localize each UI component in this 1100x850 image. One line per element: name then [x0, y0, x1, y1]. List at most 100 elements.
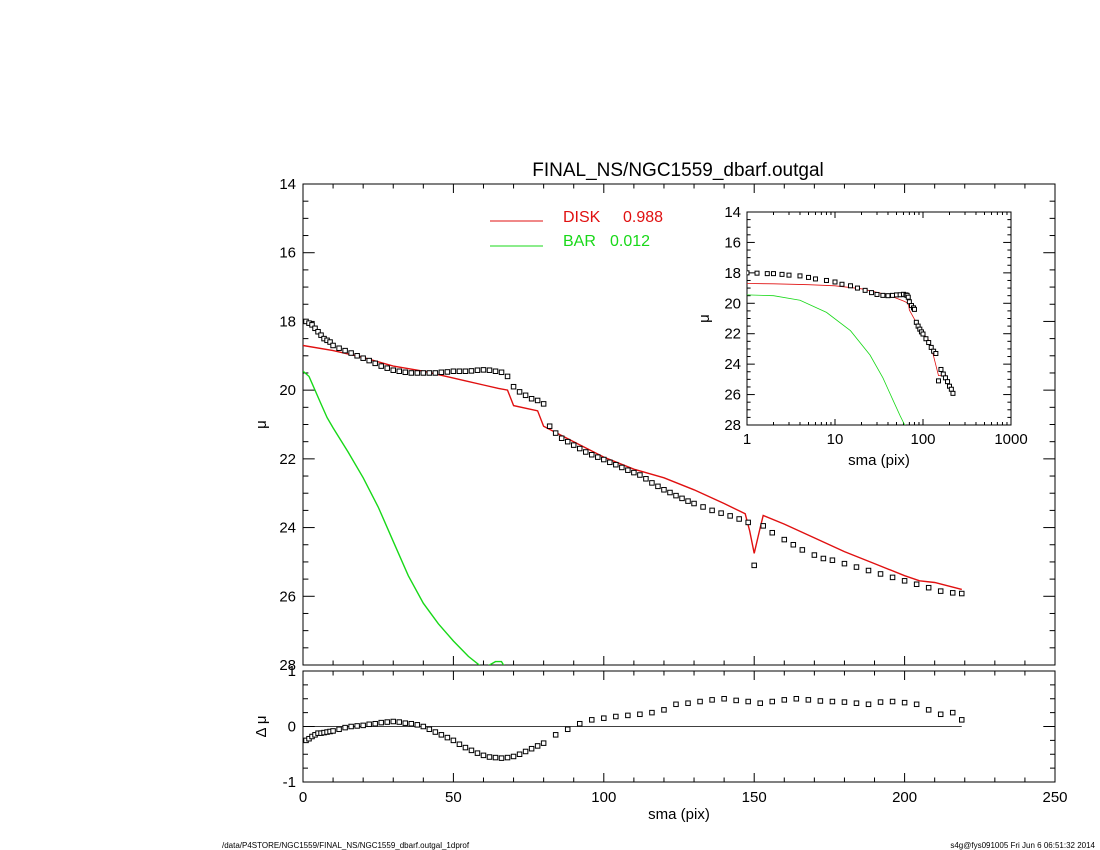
residual-data-point: [336, 726, 342, 733]
inset-x-tick-label: 1000: [994, 431, 1027, 448]
inset-y-tick-label: 16: [724, 234, 741, 251]
residual-data-point: [450, 737, 457, 744]
main-data-point: [625, 467, 631, 473]
inset-data-point: [754, 270, 760, 276]
inset-data-point: [854, 285, 860, 291]
residual-data-point: [486, 754, 493, 760]
residual-data-point: [649, 709, 655, 716]
inset-data-point: [832, 279, 838, 285]
inset-data-point: [874, 291, 880, 297]
residual-data-point: [456, 741, 463, 748]
main-data-point: [546, 423, 553, 429]
main-data-point: [959, 590, 965, 597]
main-data-point: [853, 564, 860, 570]
main-y-tick-label: 26: [279, 588, 296, 605]
residual-data-point: [390, 718, 396, 725]
residual-data-point: [721, 696, 727, 702]
main-data-point: [327, 339, 333, 345]
main-data-point: [751, 562, 757, 569]
main-data-point: [378, 363, 384, 369]
inset-data-point: [945, 379, 951, 385]
inset-data-point: [880, 292, 886, 298]
main-data-point: [456, 368, 463, 374]
main-data-point: [760, 523, 766, 529]
legend: DISK 0.988 BAR 0.012: [490, 209, 663, 250]
residual-data-point: [378, 719, 384, 726]
inset-disk-line: [747, 283, 954, 392]
inset-data-point: [862, 287, 868, 293]
residual-data-point: [913, 701, 920, 708]
inset-data-point: [935, 378, 941, 384]
main-data-point: [619, 464, 625, 471]
main-data-point: [534, 397, 541, 404]
inset-x-axis-label: sma (pix): [848, 452, 910, 469]
main-data-point: [528, 395, 535, 402]
main-y-tick-label: 24: [279, 520, 296, 537]
main-data-point: [336, 345, 342, 351]
residual-data-point: [444, 734, 451, 741]
residual-data-point: [462, 744, 469, 751]
residual-data-point: [516, 751, 523, 757]
main-data-point: [426, 370, 433, 376]
inset-data-point: [905, 294, 911, 300]
main-data-point: [360, 355, 366, 361]
residual-data-point: [841, 699, 848, 705]
residual-data-point: [348, 723, 354, 730]
residual-data-point: [877, 699, 884, 705]
main-data-point: [655, 483, 661, 490]
main-data-point: [408, 370, 415, 376]
main-data-point: [820, 555, 827, 562]
residual-x-tick-label: 200: [892, 789, 917, 806]
main-data-point: [348, 350, 354, 356]
residual-data-point: [625, 712, 631, 719]
main-data-point: [504, 373, 511, 380]
main-y-tick-label: 28: [279, 657, 296, 674]
main-data-point: [309, 322, 315, 328]
residual-data-point: [829, 698, 836, 705]
main-disk-line: [303, 344, 962, 591]
main-data-point: [540, 401, 547, 407]
main-data-point: [468, 368, 475, 374]
residual-x-tick-label: 250: [1042, 789, 1067, 806]
legend-disk-value: 0.988: [623, 209, 663, 226]
main-data-point: [450, 368, 457, 374]
footer-path: /data/P4STORE/NGC1559/FINAL_NS/NGC1559_d…: [222, 841, 470, 850]
main-data-point: [601, 456, 607, 463]
main-data-point: [745, 519, 751, 526]
residual-data-point: [438, 732, 445, 738]
inset-data-point: [926, 340, 932, 346]
residual-data-point: [589, 717, 595, 723]
inset-data-point: [885, 293, 891, 299]
main-data-point: [583, 449, 589, 455]
residual-data-point: [757, 700, 763, 706]
inset-y-tick-label: 20: [724, 295, 741, 312]
residual-x-axis-label: sma (pix): [648, 806, 710, 823]
residual-data-point: [805, 697, 812, 703]
main-data-point: [438, 369, 445, 376]
main-data-point: [691, 500, 697, 507]
residual-data-point: [528, 745, 535, 752]
inset-data-point: [948, 386, 954, 392]
main-y-tick-label: 18: [279, 313, 296, 330]
residual-data-point: [354, 723, 360, 729]
residual-data-point: [372, 720, 378, 727]
residual-y-tick-label: -1: [283, 774, 296, 791]
residual-data-point: [781, 697, 788, 703]
main-data-point: [516, 389, 523, 395]
inset-data-point: [839, 281, 845, 287]
main-bar-line: [303, 370, 505, 665]
main-data-point: [432, 370, 439, 376]
main-data-point: [685, 498, 691, 504]
main-data-point: [552, 430, 559, 436]
inset-data-point: [869, 290, 875, 296]
inset-data-point: [823, 277, 829, 283]
main-data-point: [372, 360, 378, 367]
main-data-point: [342, 347, 348, 354]
main-data-point: [667, 489, 673, 496]
main-data-point: [781, 536, 788, 543]
main-data-point: [595, 454, 601, 460]
residual-data-point: [330, 728, 336, 734]
main-data-point: [901, 578, 908, 584]
residual-x-tick-label: 150: [742, 789, 767, 806]
